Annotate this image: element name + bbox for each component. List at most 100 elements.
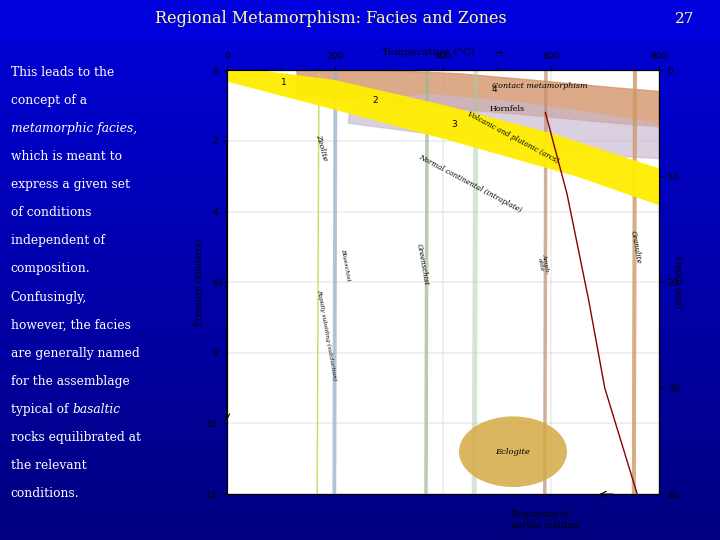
Bar — [0, 8, 720, 11]
Bar — [0, 140, 720, 143]
Bar — [0, 394, 720, 397]
Bar — [0, 94, 720, 97]
Bar — [0, 424, 720, 427]
Bar — [0, 281, 720, 284]
Polygon shape — [227, 70, 659, 205]
Bar — [0, 367, 720, 370]
Bar — [0, 378, 720, 381]
Bar — [0, 165, 720, 167]
Text: Hornfels: Hornfels — [490, 105, 525, 113]
Bar — [0, 389, 720, 392]
Text: concept of a: concept of a — [11, 94, 87, 107]
Bar — [0, 46, 720, 49]
Ellipse shape — [631, 0, 639, 540]
Bar — [0, 410, 720, 413]
Bar — [0, 192, 720, 194]
Bar — [0, 451, 720, 454]
Bar — [0, 173, 720, 176]
Text: Beginning of
partial melting: Beginning of partial melting — [511, 510, 580, 530]
Bar — [0, 232, 720, 235]
Text: Contact metamorphism: Contact metamorphism — [492, 82, 588, 90]
Bar — [0, 364, 720, 367]
Bar — [0, 51, 720, 54]
Bar — [0, 500, 720, 502]
Bar — [0, 230, 720, 232]
Bar — [0, 19, 720, 22]
Text: Granulite: Granulite — [629, 230, 642, 264]
Bar — [0, 70, 720, 73]
Bar — [0, 138, 720, 140]
Bar — [0, 119, 720, 122]
Bar — [0, 332, 720, 335]
Bar — [0, 351, 720, 354]
Bar — [0, 146, 720, 148]
Bar — [0, 329, 720, 332]
Bar — [0, 54, 720, 57]
Bar — [0, 340, 720, 343]
Bar — [0, 483, 720, 486]
Bar — [0, 418, 720, 421]
Bar — [0, 397, 720, 400]
Polygon shape — [348, 95, 659, 159]
Bar — [0, 302, 720, 305]
Text: →: → — [493, 48, 503, 58]
Bar — [0, 359, 720, 362]
Bar — [0, 486, 720, 489]
Bar — [0, 510, 720, 513]
Bar — [0, 370, 720, 373]
Bar — [0, 408, 720, 410]
Bar — [0, 130, 720, 132]
Bar — [0, 478, 720, 481]
Bar — [0, 513, 720, 516]
Bar — [0, 170, 720, 173]
Text: Confusingly,: Confusingly, — [11, 291, 87, 303]
Bar — [0, 211, 720, 213]
Bar — [0, 467, 720, 470]
Text: 4: 4 — [492, 85, 497, 94]
Bar — [0, 86, 720, 89]
Bar — [0, 186, 720, 189]
Bar — [0, 448, 720, 451]
Bar — [0, 392, 720, 394]
Bar — [0, 105, 720, 108]
Text: 2: 2 — [373, 96, 378, 105]
Bar — [0, 373, 720, 375]
Bar — [0, 454, 720, 456]
Text: Normal continental (intraplate): Normal continental (intraplate) — [417, 152, 523, 214]
Bar — [0, 308, 720, 310]
Bar — [0, 427, 720, 429]
Text: metamorphic facies,: metamorphic facies, — [11, 122, 137, 135]
Bar — [0, 529, 720, 532]
Text: Blueschist: Blueschist — [341, 248, 351, 281]
Text: rocks equilibrated at: rocks equilibrated at — [11, 431, 141, 444]
Bar — [0, 313, 720, 316]
Text: of conditions: of conditions — [11, 206, 91, 219]
Text: 1: 1 — [281, 78, 287, 87]
Bar — [0, 256, 720, 259]
Text: for the assemblage: for the assemblage — [11, 375, 130, 388]
Bar — [0, 381, 720, 383]
Bar — [0, 111, 720, 113]
Bar — [0, 235, 720, 238]
Text: which is meant to: which is meant to — [11, 150, 122, 163]
Bar — [0, 194, 720, 197]
Bar — [0, 14, 720, 16]
Text: ←: ← — [217, 276, 227, 285]
Bar — [0, 362, 720, 364]
Text: independent of: independent of — [11, 234, 105, 247]
Bar — [0, 375, 720, 378]
Bar — [0, 335, 720, 338]
Bar — [0, 356, 720, 359]
Bar — [0, 205, 720, 208]
Bar — [0, 316, 720, 319]
Bar — [0, 16, 720, 19]
Bar — [0, 35, 720, 38]
Bar — [0, 38, 720, 40]
Text: This leads to the: This leads to the — [11, 66, 114, 79]
Bar — [0, 502, 720, 505]
Bar — [0, 202, 720, 205]
Bar — [0, 402, 720, 405]
Bar — [0, 421, 720, 424]
Bar — [0, 262, 720, 265]
Bar — [0, 32, 720, 35]
